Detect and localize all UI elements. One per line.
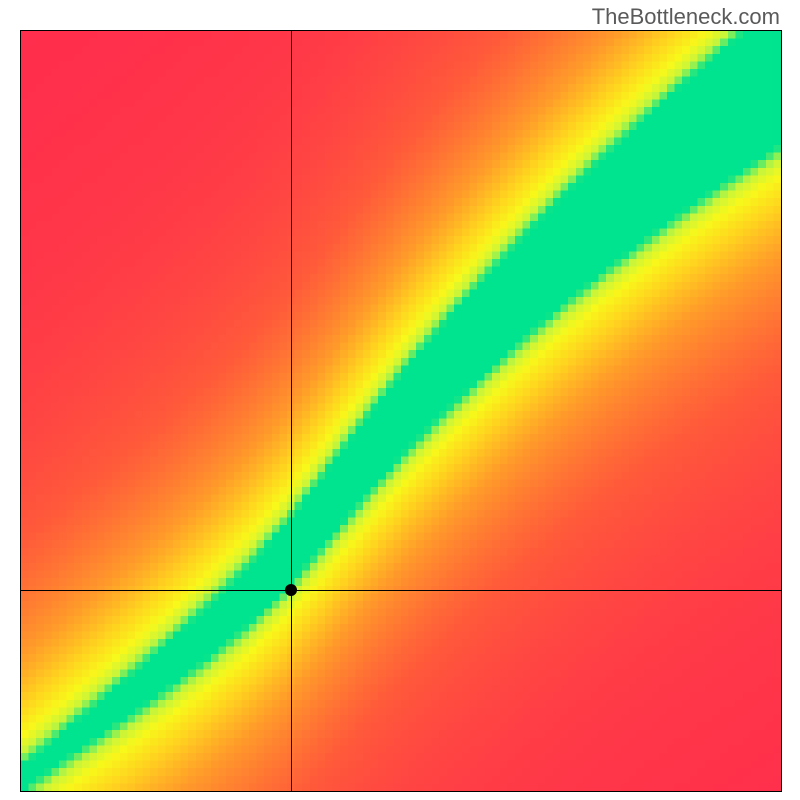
watermark-text: TheBottleneck.com <box>592 4 780 30</box>
marker-dot <box>285 584 297 596</box>
heatmap-plot <box>20 30 782 792</box>
crosshair-horizontal <box>21 590 781 591</box>
heatmap-canvas <box>21 31 781 791</box>
crosshair-vertical <box>291 31 292 791</box>
